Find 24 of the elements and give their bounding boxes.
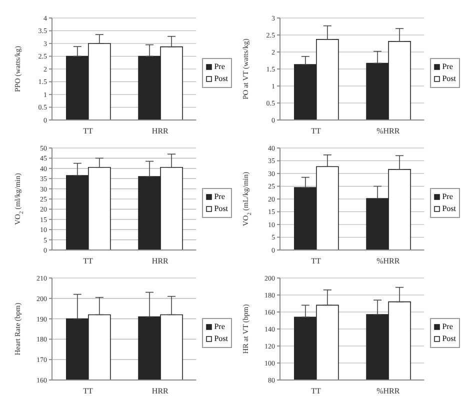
x-tick-label: %HRR xyxy=(376,256,400,266)
legend-label: Pre xyxy=(214,321,225,333)
x-tick-label: HRR xyxy=(152,256,170,266)
x-tick-label: HRR xyxy=(152,386,170,396)
x-tick-label: TT xyxy=(311,386,322,396)
legend-label: Post xyxy=(214,333,228,345)
legend-label: Post xyxy=(214,73,228,85)
legend-label: Pre xyxy=(214,191,225,203)
x-tick-label: %HRR xyxy=(376,386,400,396)
x-tick-label: TT xyxy=(83,386,94,396)
legend-label: Post xyxy=(442,73,456,85)
x-tick-label: TT xyxy=(83,256,94,266)
x-tick-label: TT xyxy=(311,256,322,266)
legend-label: Pre xyxy=(214,61,225,73)
legend-label: Pre xyxy=(442,61,453,73)
legend-label: Post xyxy=(442,333,456,345)
x-tick-label: TT xyxy=(83,126,94,136)
legend-label: Pre xyxy=(442,191,453,203)
x-tick-label: %HRR xyxy=(376,126,400,136)
x-tick-label: TT xyxy=(311,126,322,136)
legend-label: Pre xyxy=(442,321,453,333)
legend-label: Post xyxy=(442,203,456,215)
x-tick-label: HRR xyxy=(152,126,170,136)
legend-label: Post xyxy=(214,203,228,215)
